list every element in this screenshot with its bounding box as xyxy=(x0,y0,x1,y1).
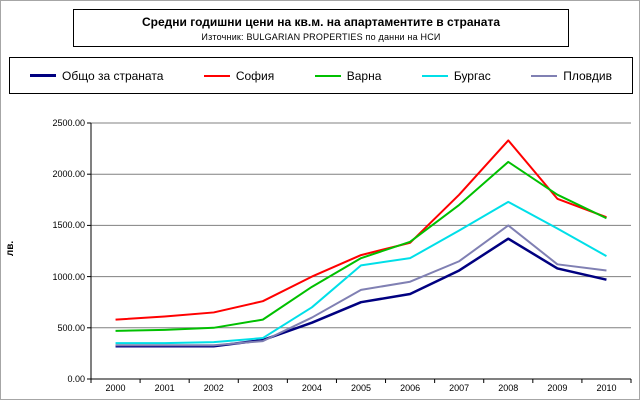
legend-swatch-burgas xyxy=(421,74,448,77)
legend-item-sofia: София xyxy=(203,68,275,83)
chart-title-box: Средни годишни цени на кв.м. на апартаме… xyxy=(73,9,569,47)
legend-item-total: Общо за страната xyxy=(30,69,163,83)
legend-item-burgas: Бургас xyxy=(421,68,491,83)
chart-title: Средни годишни цени на кв.м. на апартаме… xyxy=(142,15,500,29)
series-line-burgas xyxy=(115,200,607,345)
x-tick-label: 2006 xyxy=(400,383,421,393)
x-tick-label: 2000 xyxy=(105,383,126,393)
legend-label: София xyxy=(235,68,275,83)
legend-swatch-plovdiv xyxy=(531,74,558,77)
chart-legend: Общо за страната София Варна Бургас Пловдив xyxy=(9,57,633,94)
x-tick-label: 2007 xyxy=(449,383,470,393)
series-line-varna xyxy=(115,160,607,332)
legend-label: Бургас xyxy=(453,68,491,83)
y-tick-label: 1000.00 xyxy=(52,271,85,282)
y-tick-label: 0.00 xyxy=(67,374,85,384)
y-tick-label: 500.00 xyxy=(57,322,85,333)
x-tick-label: 2004 xyxy=(301,383,322,393)
legend-swatch-varna xyxy=(314,74,341,77)
legend-item-varna: Варна xyxy=(314,68,382,83)
series-line-sofia xyxy=(115,139,607,321)
x-tick-label: 2001 xyxy=(154,383,175,393)
legend-swatch-sofia xyxy=(203,74,230,77)
x-tick-label: 2010 xyxy=(596,383,617,393)
y-tick-label: 2500.00 xyxy=(52,118,85,128)
series-line-plovdiv xyxy=(115,224,607,347)
series-line-total xyxy=(115,237,607,348)
legend-label: Варна xyxy=(346,68,382,83)
x-tick-label: 2002 xyxy=(203,383,224,393)
x-tick-label: 2008 xyxy=(498,383,519,393)
legend-swatch-total xyxy=(30,74,56,77)
x-tick-label: 2009 xyxy=(547,383,568,393)
x-tick-label: 2003 xyxy=(252,383,273,393)
chart-subtitle: Източник: BULGARIAN PROPERTIES по данни … xyxy=(201,32,441,42)
y-tick-label: 1500.00 xyxy=(52,220,85,231)
legend-label: Пловдив xyxy=(563,68,612,83)
x-tick-label: 2005 xyxy=(350,383,372,393)
legend-label: Общо за страната xyxy=(62,68,164,83)
y-tick-label: 2000.00 xyxy=(52,169,85,180)
legend-item-plovdiv: Пловдив xyxy=(531,69,612,83)
